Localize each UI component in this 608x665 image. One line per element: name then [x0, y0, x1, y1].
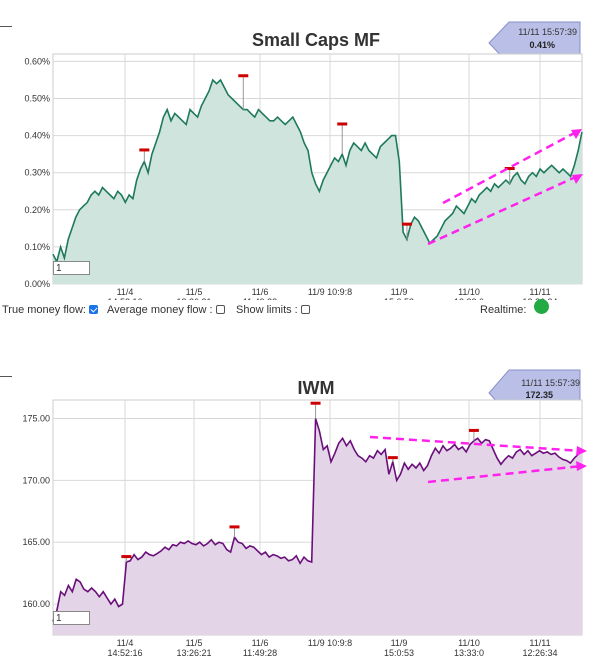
- x-tick-label-time: 13:26:21: [176, 648, 211, 658]
- chart2-trend-upper-head: [576, 446, 587, 456]
- y-tick-label: 0.30%: [24, 168, 50, 178]
- chart-small-caps-mf: Small Caps MF 11/11 15:57:39 0.41% 0.00%…: [24, 21, 583, 300]
- event-marker[interactable]: [310, 401, 321, 405]
- x-tick-label: 11/10: [458, 287, 480, 297]
- chart1-badge-value: 0.41%: [529, 40, 555, 50]
- y-tick-label: 175.00: [22, 414, 50, 424]
- chart1-trend-lower: [427, 173, 581, 246]
- series-area: [53, 418, 582, 635]
- x-tick-label: 11/9 10:9:8: [308, 638, 352, 648]
- show-limits-checkbox[interactable]: [300, 305, 310, 314]
- x-tick-label-time: 15:0:53: [384, 297, 414, 300]
- y-tick-label: 0.10%: [24, 242, 50, 252]
- x-tick-label: 11/10: [458, 638, 480, 648]
- realtime-control[interactable]: Realtime:: [480, 304, 526, 316]
- x-tick-label-time: 13:33:0: [454, 648, 484, 658]
- average-money-flow-label: Average money flow :: [107, 304, 213, 316]
- event-marker[interactable]: [139, 148, 150, 152]
- chart1-x-axis: 11/414:52:16 11/513:26:21 11/611:49:28 11/9…: [107, 287, 557, 300]
- x-tick-label: 11/11: [529, 287, 550, 297]
- event-marker[interactable]: [238, 74, 249, 78]
- chart1-zoom-input[interactable]: 1: [53, 261, 90, 275]
- event-marker[interactable]: [468, 428, 479, 432]
- show-limits-label: Show limits :: [236, 304, 298, 316]
- x-tick-label: 11/4: [117, 638, 134, 648]
- series-line: [52, 78, 583, 264]
- x-tick-label-time: 14:52:16: [107, 648, 142, 658]
- y-tick-label: 170.00: [22, 475, 50, 485]
- chart2-area: [52, 418, 583, 635]
- chart1-y-axis: 0.00% 0.10% 0.20% 0.30% 0.40% 0.50% 0.60%: [24, 56, 50, 289]
- average-money-flow-control[interactable]: Average money flow :: [107, 304, 225, 316]
- chart1-title: Small Caps MF: [252, 30, 380, 50]
- x-tick-label: 11/5: [186, 638, 203, 648]
- chart2-badge-value: 172.35: [525, 390, 553, 400]
- y-tick-label: 0.40%: [24, 131, 50, 141]
- show-limits-control[interactable]: Show limits :: [236, 304, 310, 316]
- x-tick-label-time: 15:0:53: [384, 648, 414, 658]
- x-tick-label-time: 11:49:28: [243, 297, 277, 300]
- chart1-trend-arrows: [427, 128, 583, 246]
- money-flow-controls: True money flow: Average money flow : Sh…: [0, 299, 608, 320]
- chart1-handle: [0, 26, 12, 27]
- y-tick-label: 0.50%: [24, 94, 50, 104]
- y-tick-label: 0.00%: [24, 279, 50, 289]
- chart2-zoom-input[interactable]: 1: [53, 611, 90, 625]
- x-tick-label: 11/9: [391, 638, 408, 648]
- chart1-trend-lower-head: [572, 174, 583, 184]
- event-marker[interactable]: [387, 456, 398, 460]
- event-marker[interactable]: [504, 167, 515, 170]
- chart-iwm: IWM 11/11 15:57:39 172.35 160.00 165.00 17…: [22, 369, 587, 658]
- chart1-area: [52, 78, 583, 284]
- chart1-markers: [139, 74, 515, 240]
- event-marker[interactable]: [121, 555, 132, 559]
- x-tick-label: 11/4: [117, 287, 134, 297]
- true-money-flow-label: True money flow:: [2, 304, 86, 316]
- y-tick-label: 0.20%: [24, 205, 50, 215]
- average-money-flow-checkbox[interactable]: [215, 305, 225, 314]
- chart2-y-axis: 160.00 165.00 170.00 175.00: [22, 414, 50, 610]
- x-tick-label-time: 11:49:28: [243, 648, 277, 658]
- x-tick-label-time: 14:52:16: [107, 297, 142, 300]
- event-marker[interactable]: [401, 222, 412, 226]
- realtime-label: Realtime:: [480, 304, 527, 316]
- chart2-trend-lower-head: [576, 461, 587, 471]
- true-money-flow-checkbox[interactable]: [88, 305, 98, 314]
- x-tick-label: 11/5: [186, 287, 203, 297]
- chart2-badge-time: 11/11 15:57:39: [521, 378, 580, 388]
- chart1-badge-time: 11/11 15:57:39: [518, 27, 577, 37]
- x-tick-label-time: 12:26:34: [522, 297, 557, 300]
- y-tick-label: 165.00: [22, 537, 50, 547]
- x-tick-label-time: 13:26:21: [176, 297, 211, 300]
- x-tick-label: 11/11: [529, 638, 550, 648]
- chart2-markers: [121, 401, 479, 563]
- realtime-indicator[interactable]: [534, 299, 549, 314]
- x-tick-label-time: 13:33:0: [454, 297, 484, 300]
- x-tick-label: 11/9: [391, 287, 408, 297]
- event-marker[interactable]: [337, 122, 348, 126]
- chart2-trend-upper: [369, 435, 583, 453]
- x-tick-label: 11/6: [252, 287, 269, 297]
- chart2-title: IWM: [298, 378, 335, 398]
- y-tick-label: 160.00: [22, 599, 50, 609]
- chart2-handle: [0, 376, 12, 377]
- chart1-trend-upper-head: [571, 129, 582, 139]
- chart2-x-axis: 11/414:52:16 11/513:26:21 11/611:49:28 11/9…: [107, 638, 557, 658]
- x-tick-label: 11/6: [252, 638, 269, 648]
- x-tick-label-time: 12:26:34: [522, 648, 557, 658]
- chart2-trend-arrows: [369, 435, 587, 484]
- series-area: [53, 80, 582, 284]
- event-marker[interactable]: [229, 525, 240, 529]
- x-tick-label: 11/9 10:9:8: [308, 287, 352, 297]
- series-line: [52, 418, 583, 622]
- y-tick-label: 0.60%: [24, 56, 50, 66]
- true-money-flow-control[interactable]: True money flow:: [2, 304, 98, 316]
